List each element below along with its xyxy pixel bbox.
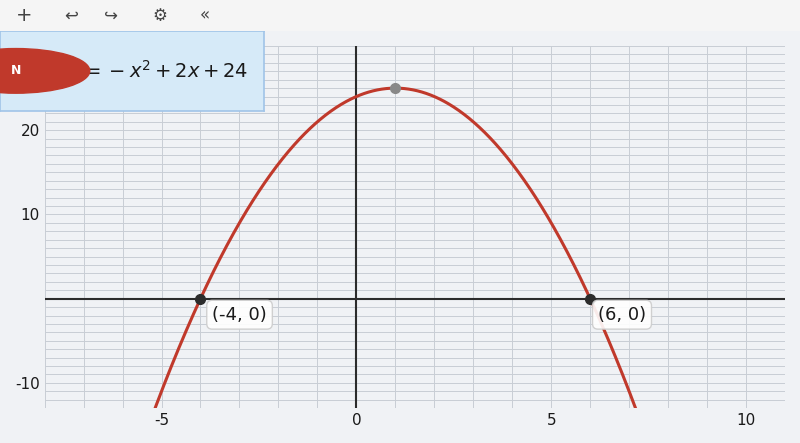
Text: ⚙: ⚙ — [152, 7, 167, 24]
Text: N: N — [10, 64, 21, 78]
Text: ↩: ↩ — [64, 7, 78, 24]
Text: +: + — [16, 6, 33, 25]
Circle shape — [0, 49, 90, 93]
Text: (-4, 0): (-4, 0) — [212, 306, 267, 324]
Text: (6, 0): (6, 0) — [598, 306, 646, 324]
Text: «: « — [200, 7, 210, 24]
Text: $p(x) = -x^2 + 2x + 24$: $p(x) = -x^2 + 2x + 24$ — [42, 58, 248, 84]
Text: ↪: ↪ — [104, 7, 118, 24]
